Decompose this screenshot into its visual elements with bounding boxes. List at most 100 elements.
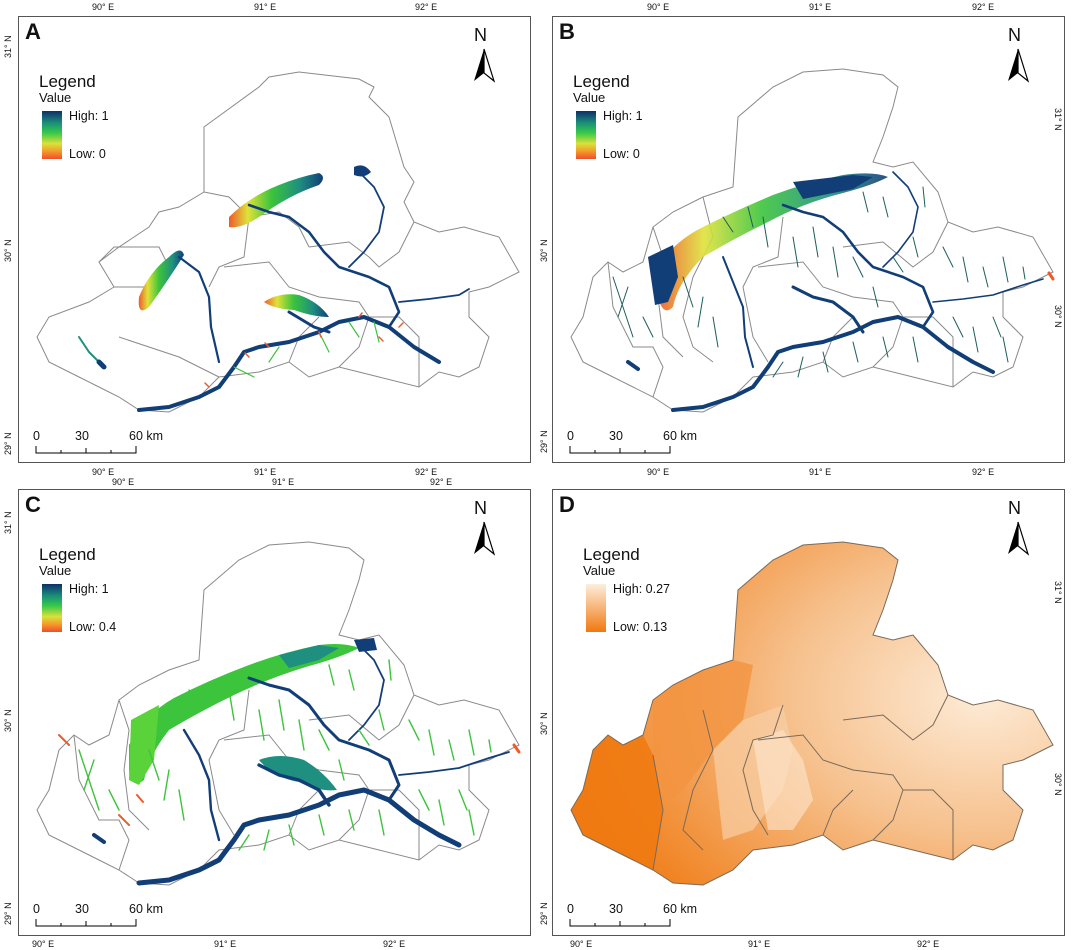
lon-tick-label: 92° E [917,939,940,949]
legend-color-ramp [576,111,596,159]
legend-title: Legend [583,545,640,564]
lon-tick-label: 91° E [809,2,832,12]
legend-title: Legend [573,72,630,91]
lat-tick-label: 29° N [539,902,549,925]
lon-tick-label: 91° E [254,467,277,477]
river-network [78,171,470,412]
lon-tick-label: 90° E [32,939,55,949]
lake-features [138,165,371,317]
north-arrow: N [464,498,504,558]
scale-zero: 0 [567,902,574,916]
legend-high-label: High: 0.27 [613,582,670,596]
lat-tick-label: 31° N [3,511,13,534]
river-network [612,171,1055,412]
legend-low-label: Low: 0 [603,147,640,161]
scale-bar: 0 30 60 km [33,902,193,932]
legend-subtitle: Value [39,90,72,105]
lon-tick-label: 90° E [647,2,670,12]
lon-tick-label: 90° E [647,467,670,477]
lon-tick-label: 92° E [415,2,438,12]
north-arrow: N [998,25,1038,85]
north-arrow-icon [474,521,496,556]
scale-bar: 0 30 60 km [33,429,193,459]
map-canvas [570,68,1055,413]
panel-letter: A [25,19,41,44]
lon-tick-label: 90° E [92,467,115,477]
lake-features [129,638,377,791]
lat-tick-label: 31° N [1053,581,1063,604]
legend: Legend Value High: 1 Low: 0 [573,72,643,163]
legend: Legend Value High: 0.27 Low: 0.13 [583,545,670,636]
scale-end: 60 km [663,902,698,916]
lon-tick-label: 90° E [92,2,115,12]
legend-low-label: Low: 0.13 [613,620,668,634]
lon-tick-label: 92° E [972,467,995,477]
lat-tick-label: 30° N [1053,305,1063,328]
map-panel-c: C Legend Value High: 1 Low: 0.4 N 0 30 6… [18,489,531,936]
map-panel-d: D Legend Value High: 0.27 Low: 0.13 N 0 … [552,489,1065,936]
lat-tick-label: 30° N [3,239,13,262]
legend-title: Legend [39,72,96,91]
legend-subtitle: Value [39,563,72,578]
lat-tick-label: 29° N [3,902,13,925]
legend-color-ramp [586,584,606,632]
north-arrow: N [998,498,1038,558]
lon-tick-label: 91° E [272,477,295,487]
map-canvas [36,541,521,886]
lon-tick-label: 91° E [254,2,277,12]
scale-bar: 0 30 60 km [567,902,727,932]
scale-bar-line [569,919,671,927]
scale-bar-line [35,446,137,454]
region-boundary [36,541,520,886]
map-canvas [36,71,520,413]
lon-tick-label: 92° E [972,2,995,12]
scale-mid: 30 [75,429,89,443]
panel-letter: B [559,19,575,44]
panel-letter: D [559,492,575,517]
lat-tick-label: 29° N [3,432,13,455]
lat-tick-label: 30° N [539,712,549,735]
river-network [58,644,521,886]
north-label: N [474,25,487,45]
legend-subtitle: Value [583,563,616,578]
map-panel-a: A Legend Value High: 1 Low: 0 N 0 30 60 … [18,16,531,463]
lon-tick-label: 92° E [383,939,406,949]
scale-zero: 0 [33,902,40,916]
legend: Legend Value High: 1 Low: 0.4 [39,545,116,636]
scale-mid: 30 [609,902,623,916]
legend-title: Legend [39,545,96,564]
lon-tick-label: 90° E [112,477,135,487]
panel-letter: C [25,492,41,517]
legend-low-label: Low: 0 [69,147,106,161]
region-boundary [570,541,1054,886]
lat-tick-label: 30° N [539,239,549,262]
scale-bar: 0 30 60 km [567,429,727,459]
lon-tick-label: 90° E [570,939,593,949]
north-label: N [1008,25,1021,45]
north-arrow-icon [474,48,496,83]
north-label: N [1008,498,1021,518]
scale-end: 60 km [129,429,164,443]
region-boundary [570,68,1054,413]
lake-features [648,173,888,311]
lat-tick-label: 30° N [3,709,13,732]
scale-zero: 0 [33,429,40,443]
scale-zero: 0 [567,429,574,443]
legend-high-label: High: 1 [603,109,643,123]
north-arrow-icon [1008,48,1030,83]
scale-bar-line [569,446,671,454]
lon-tick-label: 92° E [415,467,438,477]
lat-tick-label: 31° N [1053,108,1063,131]
scale-mid: 30 [75,902,89,916]
map-canvas [570,541,1054,886]
map-panel-b: B Legend Value High: 1 Low: 0 N 0 30 60 … [552,16,1065,463]
lon-tick-label: 91° E [809,467,832,477]
legend-high-label: High: 1 [69,109,109,123]
lat-tick-label: 30° N [1053,773,1063,796]
legend: Legend Value High: 1 Low: 0 [39,72,109,163]
terrain-surface [571,542,1053,885]
north-arrow-icon [1008,521,1030,556]
region-boundary [36,71,520,413]
scale-end: 60 km [663,429,698,443]
north-arrow: N [464,25,504,85]
